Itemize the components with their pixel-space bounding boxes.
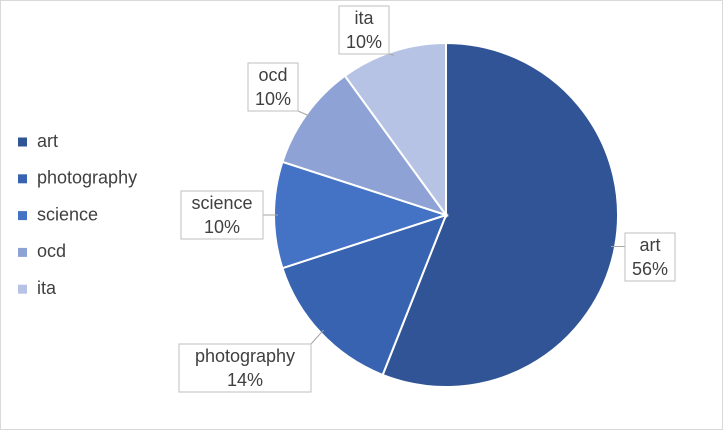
legend-swatch [18, 211, 27, 221]
data-label-name: art [639, 235, 660, 255]
leader-line [297, 110, 311, 117]
data-label-value: 10% [204, 217, 240, 237]
pie-slice [381, 41, 619, 388]
legend-swatch [18, 137, 27, 147]
data-label-name: photography [195, 346, 295, 366]
pie-slice [281, 74, 449, 217]
pie-slice [343, 41, 447, 219]
leader-line [310, 329, 324, 345]
legend-label: ita [37, 278, 57, 298]
legend-swatch [18, 174, 27, 184]
data-label-name: ita [354, 8, 374, 28]
data-label-box [338, 5, 390, 55]
legend-label: ocd [37, 241, 66, 261]
data-label-value: 10% [255, 89, 291, 109]
legend-swatch [18, 284, 27, 294]
leader-line [388, 53, 395, 56]
legend-label: science [37, 204, 98, 224]
data-label-box [180, 190, 264, 240]
legend-swatch [18, 247, 27, 257]
data-label-box [178, 343, 312, 393]
data-label-box [624, 232, 676, 282]
legend-label: art [37, 131, 58, 151]
data-label-value: 14% [227, 370, 263, 390]
data-label-box [247, 62, 299, 112]
data-label-name: ocd [258, 65, 287, 85]
data-label-value: 10% [346, 32, 382, 52]
legend-label: photography [37, 168, 137, 188]
data-label-value: 56% [632, 259, 668, 279]
data-label-name: science [191, 193, 252, 213]
